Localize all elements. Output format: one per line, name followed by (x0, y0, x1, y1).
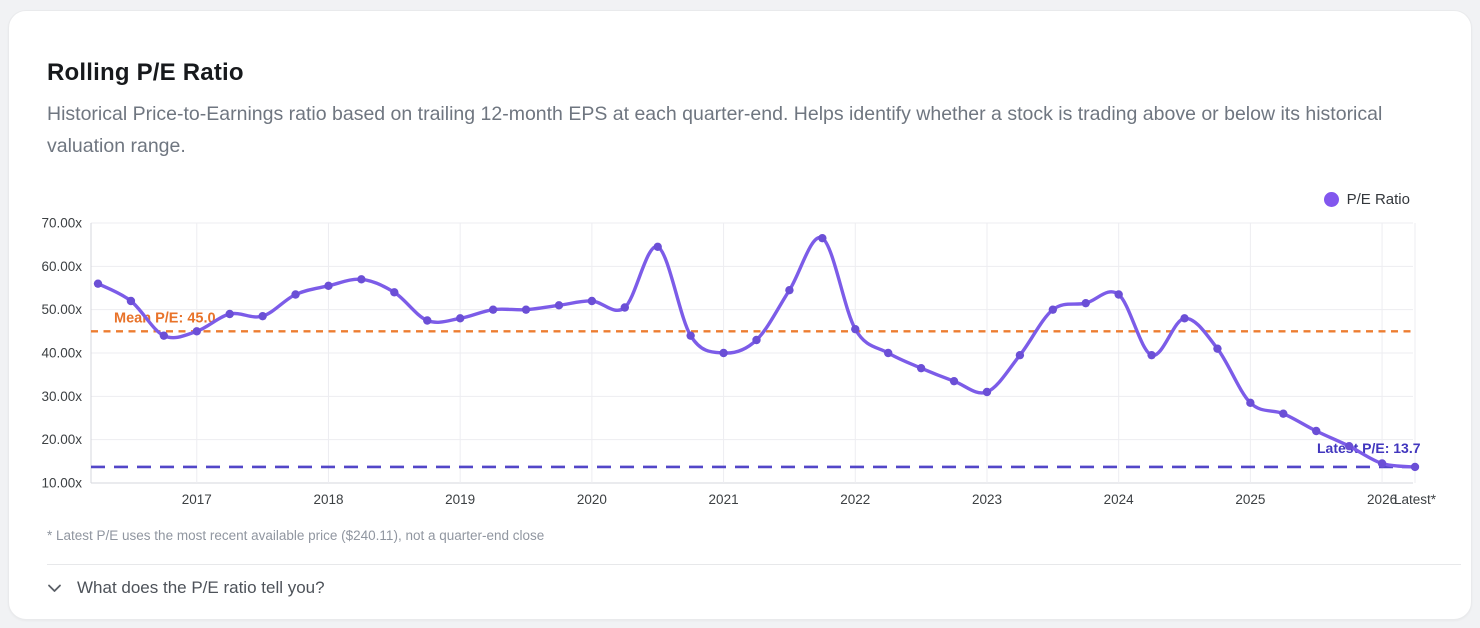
data-point-2023Q1[interactable] (982, 387, 992, 397)
data-point-2023Q2[interactable] (1015, 350, 1025, 360)
legend-item-pe-ratio[interactable]: P/E Ratio (1323, 191, 1410, 208)
data-point-2019Q2[interactable] (488, 305, 498, 314)
data-point-2024Q1[interactable] (1114, 290, 1123, 299)
pe-ratio-legend-dot (1323, 192, 1339, 207)
data-point-2022Q4[interactable] (949, 376, 959, 386)
data-point-2025Q4[interactable] (1344, 441, 1354, 451)
data-point-2016Q4[interactable] (159, 331, 169, 340)
data-point-2024Q2[interactable] (1147, 350, 1156, 360)
data-point-2018Q2[interactable] (357, 275, 366, 284)
data-point-2023Q3[interactable] (1048, 305, 1058, 314)
data-point-2025Q3[interactable] (1312, 426, 1321, 436)
data-point-2024Q4[interactable] (1213, 344, 1222, 353)
data-point-2017Q2[interactable] (225, 309, 234, 319)
data-point-2021Q2[interactable] (752, 335, 761, 345)
y-tick-label: 40.00x (41, 346, 82, 361)
data-point-Latest[interactable] (1410, 462, 1420, 472)
data-point-2021Q3[interactable] (785, 285, 794, 295)
y-tick-label: 30.00x (41, 389, 82, 404)
x-tick-label: Latest* (1394, 492, 1437, 507)
data-point-2017Q4[interactable] (291, 290, 300, 299)
rolling-pe-card: Rolling P/E Ratio Historical Price-to-Ea… (8, 10, 1472, 620)
chart-footnote: * Latest P/E uses the most recent availa… (47, 528, 545, 543)
data-point-2016Q3[interactable] (126, 296, 136, 306)
data-point-2019Q1[interactable] (455, 314, 465, 323)
x-tick-label: 2018 (313, 492, 343, 507)
data-point-2023Q4[interactable] (1081, 298, 1090, 308)
data-point-2021Q4[interactable] (818, 233, 827, 243)
x-tick-label: 2025 (1235, 492, 1265, 507)
data-point-2017Q1[interactable] (192, 327, 201, 336)
page-title: Rolling P/E Ratio (47, 59, 244, 86)
pe-ratio-chart[interactable]: 10.00x 20.00x 30.00x 40.00x 50.00x 60.00x 70.0… (9, 181, 1473, 521)
y-tick-label: 10.00x (41, 476, 82, 491)
data-point-2016Q2[interactable] (93, 279, 103, 288)
data-point-2022Q2[interactable] (884, 348, 893, 358)
x-tick-label: 2026 (1367, 492, 1397, 507)
mean-pe-label: Mean P/E: 45.0 (114, 310, 216, 326)
x-tick-label: 2019 (445, 492, 475, 507)
data-point-2020Q3[interactable] (653, 242, 662, 252)
y-tick-label: 50.00x (41, 302, 82, 317)
data-point-2025Q1[interactable] (1246, 398, 1255, 408)
data-point-2019Q4[interactable] (554, 301, 564, 310)
data-point-2018Q3[interactable] (390, 288, 399, 297)
expander-question-label: What does the P/E ratio tell you? (77, 578, 325, 597)
pe-explainer-expander[interactable]: What does the P/E ratio tell you? (47, 574, 325, 602)
latest-pe-label: Latest P/E: 13.7 (1317, 440, 1421, 456)
data-point-2020Q1[interactable] (587, 296, 597, 306)
data-point-2018Q1[interactable] (324, 281, 333, 291)
data-point-2017Q3[interactable] (258, 311, 267, 321)
data-point-2019Q3[interactable] (521, 305, 531, 314)
x-tick-label: 2021 (709, 492, 739, 507)
data-point-2018Q4[interactable] (423, 316, 432, 325)
data-point-2020Q2[interactable] (620, 303, 629, 312)
x-tick-label: 2024 (1104, 492, 1135, 507)
data-point-2025Q2[interactable] (1279, 409, 1288, 418)
data-point-2022Q1[interactable] (851, 324, 860, 334)
x-tick-label: 2023 (972, 492, 1002, 507)
page-subtitle: Historical Price-to-Earnings ratio based… (47, 103, 1383, 157)
y-tick-label: 70.00x (41, 216, 82, 231)
x-tick-label: 2020 (577, 492, 607, 507)
y-tick-label: 60.00x (41, 259, 82, 274)
data-point-2026Q1[interactable] (1377, 459, 1387, 468)
x-tick-label: 2017 (182, 492, 212, 507)
section-divider (47, 564, 1461, 565)
x-tick-label: 2022 (840, 492, 870, 507)
pe-ratio-legend-label: P/E Ratio (1346, 191, 1410, 208)
data-point-2020Q4[interactable] (686, 331, 695, 340)
data-point-2021Q1[interactable] (719, 348, 728, 358)
chevron-down-icon (47, 583, 62, 593)
data-point-2024Q3[interactable] (1180, 314, 1189, 323)
data-point-2022Q3[interactable] (916, 363, 926, 373)
y-tick-label: 20.00x (41, 432, 82, 447)
